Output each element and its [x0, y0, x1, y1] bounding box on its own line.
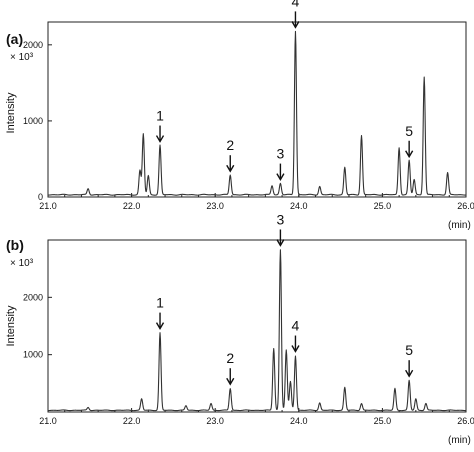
x-tick-label: 25.0: [374, 201, 392, 211]
marker-label: 4: [292, 0, 300, 9]
chromatogram-trace: [47, 249, 467, 412]
y-tick-label: 1000: [23, 350, 43, 360]
marker-arrowhead: [155, 322, 165, 330]
peak-marker: 3: [276, 211, 285, 247]
y-tick-label: 0: [38, 192, 43, 202]
panel-a: (a) × 10³ Intensity (min) 21.0 22.0 23.0 24…: [5, 0, 474, 231]
marker-label: 5: [405, 342, 413, 358]
x-tick-label: 26.0: [457, 416, 474, 426]
marker-arrowhead: [276, 239, 285, 247]
marker-label: 1: [156, 295, 164, 311]
marker-label: 2: [226, 137, 234, 153]
marker-label: 1: [156, 108, 164, 124]
chromatogram-trace: [47, 30, 467, 196]
peak-marker: 4: [291, 0, 300, 29]
plot-frame: [47, 21, 467, 198]
x-unit-label: (min): [448, 435, 471, 446]
plot-frame: [47, 239, 467, 413]
y-multiplier: × 10³: [10, 258, 34, 269]
peak-marker: 2: [226, 137, 235, 173]
peak-marker: 5: [405, 123, 414, 159]
panel-label: (a): [6, 31, 23, 47]
y-multiplier: × 10³: [10, 52, 34, 63]
y-tick-label: 2000: [23, 292, 43, 302]
marker-arrowhead: [155, 135, 165, 143]
marker-label: 3: [277, 211, 285, 227]
x-tick-label: 21.0: [39, 201, 57, 211]
x-tick-label: 23.0: [206, 416, 224, 426]
x-tick-label: 22.0: [123, 416, 141, 426]
peak-marker: 1: [155, 295, 165, 330]
y-tick-label: 2000: [23, 40, 43, 50]
peak-marker: 2: [226, 350, 235, 386]
marker-arrowhead: [405, 150, 414, 159]
y-tick-label: 1000: [23, 116, 43, 126]
marker-arrowhead: [276, 173, 285, 181]
marker-arrowhead: [291, 21, 300, 29]
x-tick-label: 25.0: [374, 416, 392, 426]
peak-marker: 4: [291, 318, 300, 353]
marker-label: 4: [292, 318, 300, 334]
x-tick-label: 24.0: [290, 416, 308, 426]
panel-label: (b): [6, 237, 24, 253]
marker-arrowhead: [226, 377, 235, 386]
peak-marker: 5: [405, 342, 414, 378]
x-tick-label: 21.0: [39, 416, 57, 426]
x-unit-label: (min): [448, 220, 471, 231]
marker-label: 5: [405, 123, 413, 139]
marker-arrowhead: [405, 369, 414, 378]
marker-arrowhead: [226, 164, 235, 173]
marker-label: 3: [277, 146, 285, 162]
peak-marker: 3: [276, 146, 285, 181]
panel-b: (b) × 10³ Intensity (min) 21.0 22.0 23.0 24…: [5, 211, 474, 446]
y-axis-label: Intensity: [5, 92, 17, 133]
x-tick-label: 26.0: [457, 201, 474, 211]
x-tick-label: 22.0: [123, 201, 141, 211]
marker-arrowhead: [291, 345, 300, 353]
x-tick-label: 23.0: [206, 201, 224, 211]
peak-marker: 1: [155, 108, 165, 143]
y-axis-label: Intensity: [5, 305, 17, 346]
marker-label: 2: [226, 350, 234, 366]
x-tick-label: 24.0: [290, 201, 308, 211]
